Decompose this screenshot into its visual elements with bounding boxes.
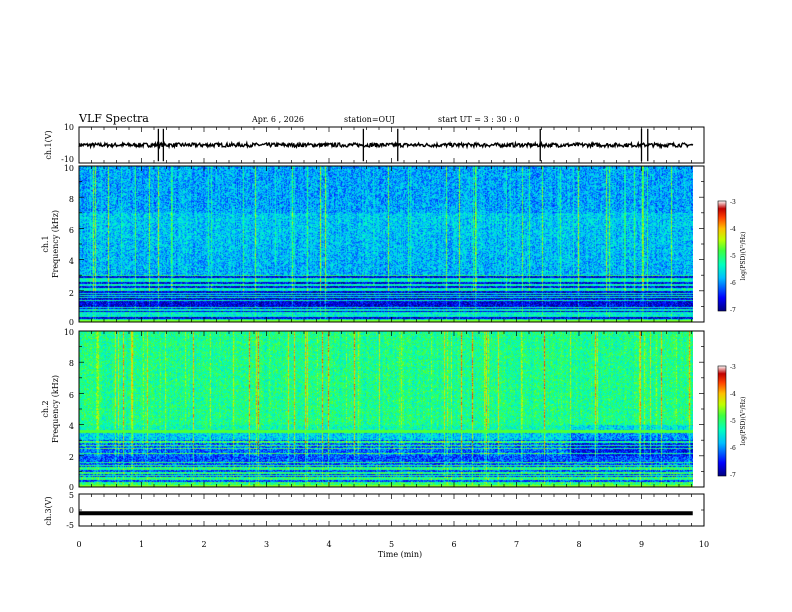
ch2-spectrogram-panel: 10 8 6 4 2 0 ch.2 Frequency (kHz) [41,328,705,492]
ch1-waveform-ylabel: ch.1(V) [44,130,53,159]
x-tick-label: 6 [451,540,456,549]
ch1-ylabel-channel: ch.1 [41,235,50,252]
ch1-freq-tick-0: 0 [69,318,74,327]
x-tick-label: 7 [514,540,519,549]
chart-title: VLF Spectra [78,112,149,125]
ch1-cb-tick-m4: -4 [730,226,736,233]
ch1-freq-tick-6: 6 [69,226,74,235]
ch2-cb-tick-m3: -3 [730,364,736,371]
ch1-waveform-line [78,140,694,150]
date-label: Apr. 6 , 2026 [251,115,304,124]
ch3-ytick-m5: -5 [66,521,74,530]
ch1-colorbar: -3 -4 -5 -6 -7 log(PSD)(V²/Hz) [717,199,747,314]
ch3-ytick-0: 0 [69,506,74,515]
ch1-ytick-bottom: -10 [61,155,74,164]
start-ut-label: start UT = 3 : 30 : 0 [438,115,519,124]
x-tick-label: 8 [576,540,581,549]
ch2-cb-tick-m7: -7 [730,472,736,479]
ch1-freq-tick-4: 4 [69,257,74,266]
x-tick-label: 4 [326,540,331,549]
x-tick-label: 10 [699,540,709,549]
station-label: station=OUJ [344,115,395,124]
x-tick-label: 5 [389,540,394,549]
x-tick-label: 1 [139,540,144,549]
ch1-colorbar-label: log(PSD)(V²/Hz) [740,232,747,281]
ch3-waveform-ylabel: ch.3(V) [44,496,53,525]
ch2-cb-tick-m4: -4 [730,391,736,398]
ch2-ylabel-frequency: Frequency (kHz) [51,375,60,443]
x-tick-label: 3 [264,540,269,549]
ch1-freq-tick-10: 10 [64,164,74,173]
ch2-freq-tick-10: 10 [64,328,74,337]
ch3-waveform-panel: 5 0 -5 ch.3(V) [44,491,705,530]
ch1-spectrogram-ticks [78,165,705,323]
ch1-cb-tick-m6: -6 [730,280,736,287]
ch1-ytick-top: 10 [64,123,74,132]
ch2-cb-tick-m6: -6 [730,445,736,452]
x-tick-label: 9 [639,540,644,549]
ch1-freq-tick-2: 2 [69,289,74,298]
ch2-freq-tick-8: 8 [69,359,74,368]
ch1-colorbar-bar [717,200,727,312]
ch1-freq-tick-8: 8 [69,195,74,204]
x-axis-label: Time (min) [378,550,422,559]
ch1-waveform-trace [78,128,694,162]
ch1-spectrogram-image [79,166,693,322]
ch3-waveform-ticks [78,493,705,527]
ch1-cb-tick-m3: -3 [730,199,736,206]
x-tick-label: 0 [76,540,81,549]
ch2-ylabel-channel: ch.2 [41,400,50,417]
x-axis-tick-labels: 0 1 2 3 4 5 6 7 8 9 10 [76,540,709,549]
ch1-ylabel-frequency: Frequency (kHz) [51,210,60,278]
ch2-cb-tick-m5: -5 [730,418,736,425]
ch2-spectrogram-ticks [78,330,705,488]
ch2-colorbar: -3 -4 -5 -6 -7 log(PSD)(V²/Hz) [717,364,747,479]
x-tick-label: 2 [201,540,206,549]
ch1-waveform-panel: 10 -10 ch.1(V) [44,123,705,164]
ch1-cb-tick-m5: -5 [730,253,736,260]
ch1-waveform-ticks [78,127,705,163]
ch2-freq-tick-6: 6 [69,391,74,400]
ch2-freq-tick-2: 2 [69,453,74,462]
ch2-colorbar-bar [717,365,727,477]
ch2-spectrogram-image [79,331,693,487]
ch1-cb-tick-m7: -7 [730,307,736,314]
ch2-freq-tick-0: 0 [69,483,74,492]
ch1-spectrogram-panel: 10 8 6 4 2 0 ch.1 Frequency (kHz) [41,164,705,327]
ch2-colorbar-label: log(PSD)(V²/Hz) [740,397,747,446]
ch3-ytick-5: 5 [69,491,74,500]
ch2-freq-tick-4: 4 [69,422,74,431]
